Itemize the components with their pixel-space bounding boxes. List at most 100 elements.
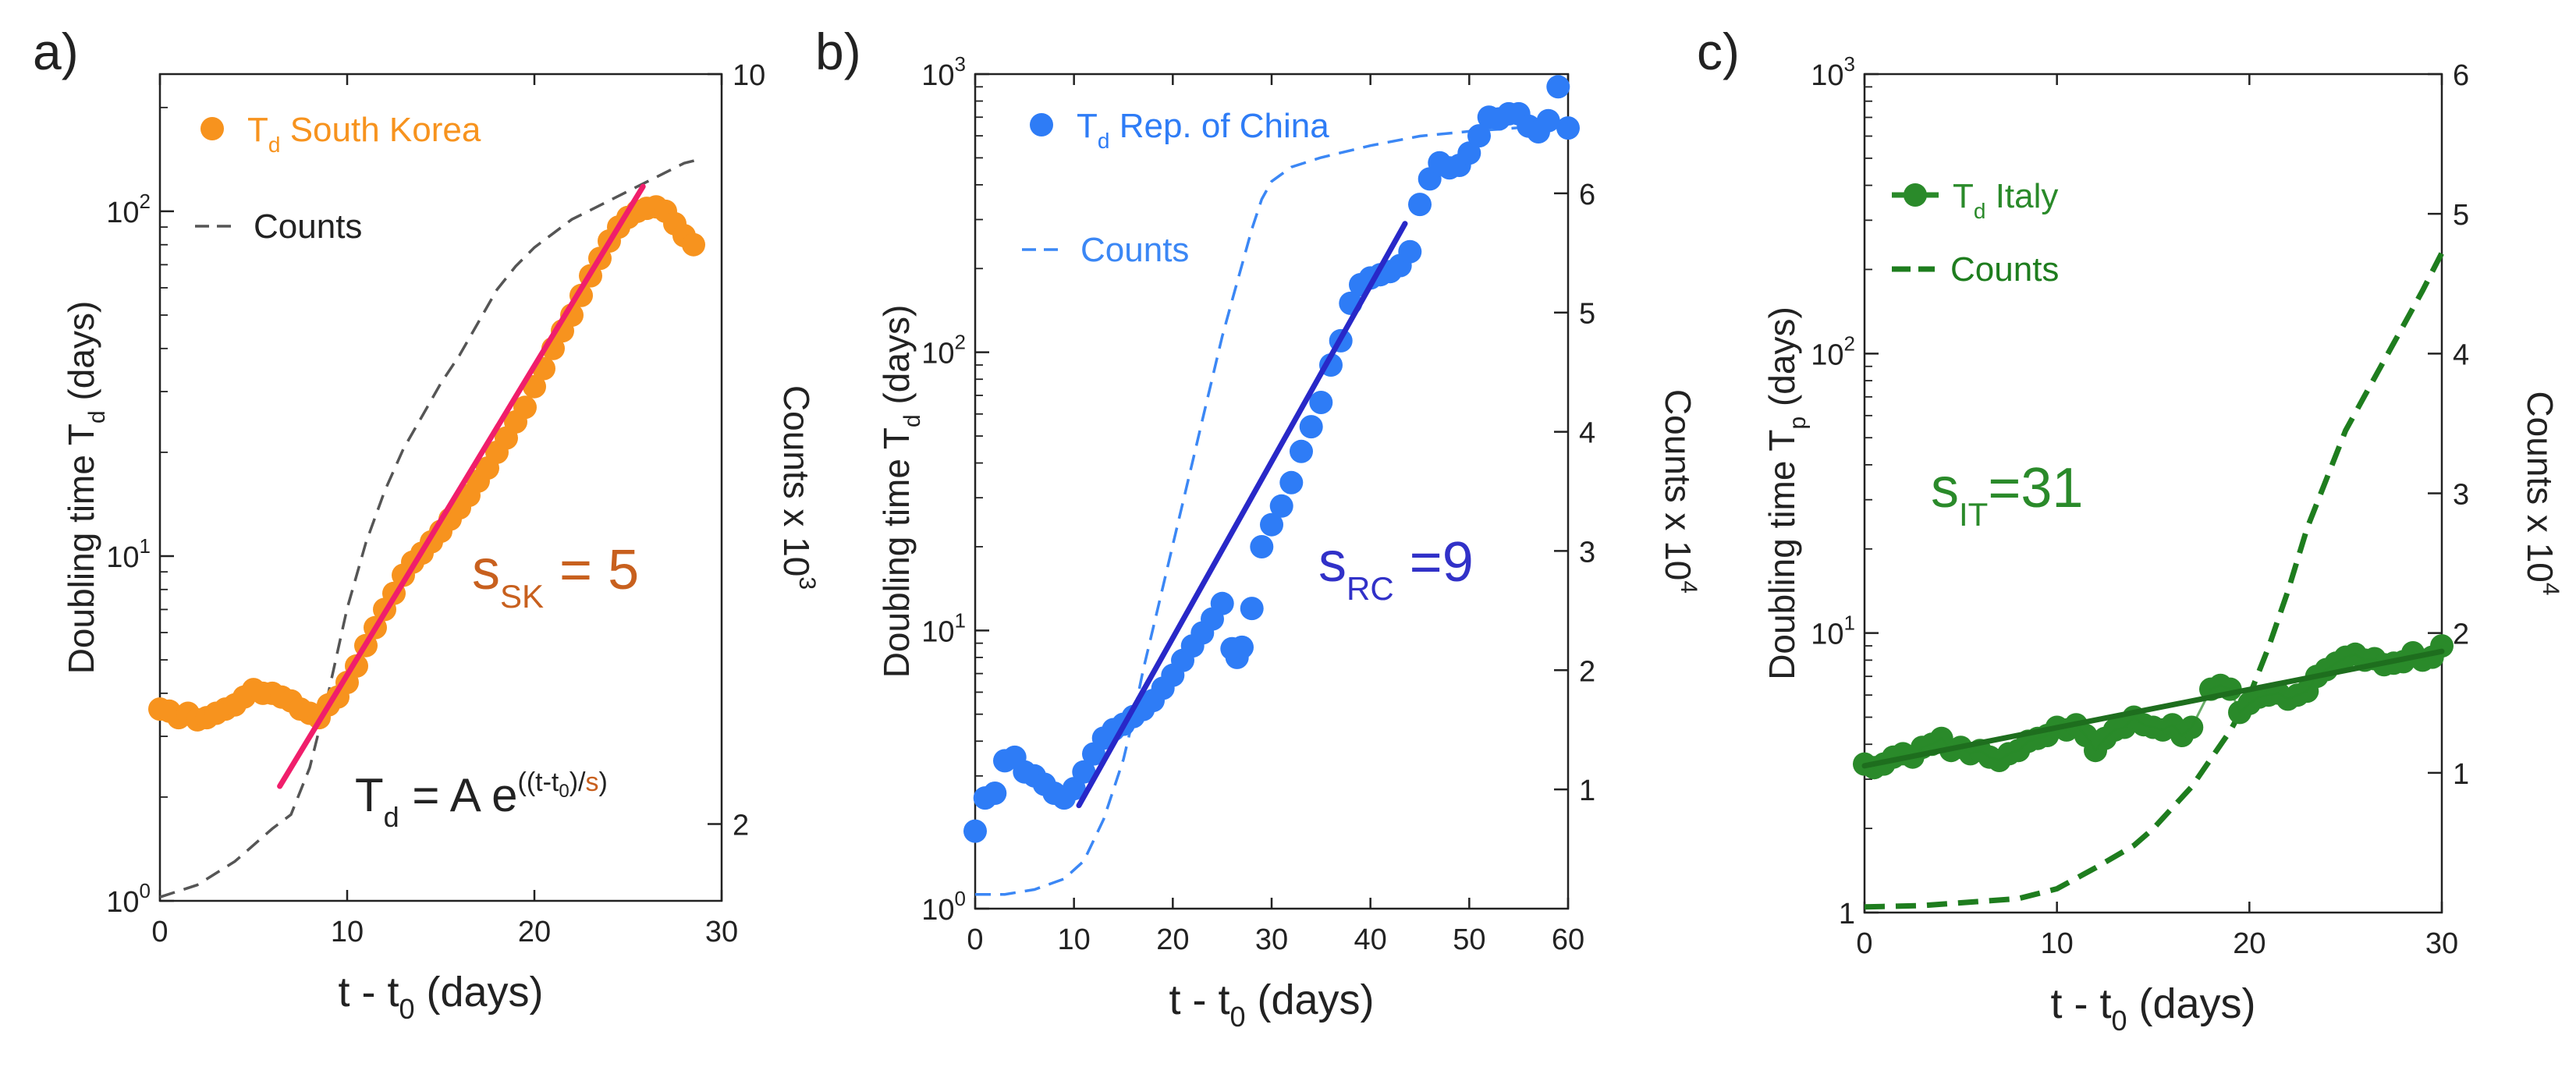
panel-b-data-point (1210, 591, 1234, 615)
panel-b-x-tick-label: 40 (1354, 923, 1387, 956)
panel-a-data-point (513, 395, 537, 420)
panel-b-data-point (1072, 760, 1096, 784)
panel-c-y2-tick-label: 6 (2453, 59, 2469, 92)
panel-c-y2-tick-label: 4 (2453, 339, 2469, 371)
panel-c-y-label-sub: p (1785, 416, 1811, 430)
panel-b-legend-points-label: Td Rep. of China (1077, 107, 1329, 153)
panel-b-y2-tick-label: 1 (1579, 774, 1595, 807)
panel-c-y-tick-base: 1 (1839, 898, 1855, 930)
panel-a-x-axis-label: t - t0 (days) (338, 969, 543, 1025)
panel-c-slope-sub: IT (1959, 496, 1988, 533)
panel-b-x-label-main: t - t (1169, 977, 1229, 1023)
panel-a-legend-points-marker (200, 117, 224, 140)
panel-c-legend-points-label: Td Italy (1953, 177, 2058, 223)
panel-a-formula-exp-open: ((t-t (518, 767, 559, 797)
panel-a-slope-s: s (472, 539, 500, 601)
panel-b-legend-counts-label: Counts (1080, 231, 1189, 269)
panel-b-data-point (1467, 124, 1491, 148)
panel-c-y-tick-base: 10 (1811, 619, 1843, 651)
panel-a-data-point (523, 374, 546, 399)
panel-b-data-point (1457, 141, 1481, 165)
panel-c-legend-T: T (1953, 177, 1974, 215)
panel-a-y-label-main: Doubling time T (61, 424, 101, 674)
panel-a-counts-line (159, 157, 704, 899)
panel-b-y2-tick-label: 2 (1579, 655, 1595, 688)
panel-b-data-point (1398, 239, 1422, 264)
panel-a-x-label-main: t - t (338, 969, 399, 1016)
panel-b-y2-tick-label: 5 (1579, 298, 1595, 331)
panel-b-y2-axis-label: Counts x 104 (1658, 389, 1701, 594)
panel-b-data-point (1408, 193, 1432, 217)
panel-a-y-tick-base: 10 (106, 886, 139, 919)
panel-b-data-point (1546, 75, 1570, 99)
panel-b-slope-annotation: sRC =9 (1318, 531, 1474, 607)
panel-b-y-tick-label: 100 (921, 887, 966, 927)
panel-b-y-tick-exp: 0 (955, 887, 966, 910)
panel-b-y-tick-base: 10 (921, 615, 954, 648)
panel-a-x-tick-label: 20 (518, 916, 551, 948)
panel-c-y2-label-main: Counts x 10 (2520, 391, 2560, 582)
panel-b-legend-T: T (1077, 107, 1098, 145)
panel-c-y-label-tail: (days) (1762, 307, 1802, 416)
panel-a-legend-points-label: Td South Korea (247, 111, 481, 157)
panel-a-slope-annotation: sSK = 5 (472, 539, 639, 615)
panel-a-y-label-tail: (days) (61, 301, 101, 411)
panel-a-legend-points-tail: South Korea (280, 111, 481, 149)
panel-c-x-axis-label: t - t0 (days) (2050, 980, 2255, 1037)
panel-a-y-label-sub: d (84, 410, 110, 424)
panel-b-y2-tick-label: 6 (1579, 179, 1595, 211)
panel-b-data-point (1536, 108, 1560, 133)
panel-c-x-label-main: t - t (2050, 980, 2111, 1027)
panel-b-y2-label-main: Counts x 10 (1658, 389, 1698, 580)
panel-b-fit-line (1076, 221, 1408, 809)
panel-c-legend-counts-label: Counts (1950, 250, 2059, 289)
panel-a-x-tick-label: 0 (151, 916, 168, 948)
panel-a-y-tick-base: 10 (106, 541, 139, 574)
panel-a-x-label-tail: (days) (414, 969, 543, 1016)
panel-b-data-point (1556, 116, 1580, 140)
panel-a-legend-T-sub: d (268, 133, 281, 157)
panel-b-y-tick-label: 101 (921, 608, 966, 648)
panel-a-slope-sub: SK (500, 578, 544, 615)
panel-c-y-tick-base: 10 (1811, 339, 1843, 371)
panel-b-y-tick-label: 103 (921, 52, 966, 92)
panel-b-x-tick-label: 30 (1255, 923, 1288, 956)
panel-b-counts-line (975, 120, 1569, 896)
panel-a-formula-exp-close: ) (599, 767, 608, 797)
panel-c-slope-s: s (1931, 457, 1959, 519)
panel-a-letter: a) (33, 23, 79, 80)
panel-b-y-tick-exp: 2 (955, 331, 966, 354)
panel-b-data-point (1299, 415, 1323, 439)
panel-c-legend-points-tail: Italy (1985, 177, 2058, 215)
panel-b-x-tick-label: 60 (1552, 923, 1584, 956)
panel-c-y-axis-label: Doubling time Tp (days) (1762, 307, 1811, 680)
panel-c-x-tick-label: 30 (2425, 927, 2458, 960)
panel-a-legend-T: T (247, 111, 268, 149)
panel-c-x-label-sub: 0 (2111, 1005, 2127, 1037)
panel-c-x-tick-label: 20 (2233, 927, 2266, 960)
panel-b-data-point (1240, 597, 1264, 621)
panel-a-y-tick-label: 101 (106, 534, 151, 574)
panel-b-slope-s: s (1318, 531, 1347, 594)
panel-b-y-label-tail: (days) (876, 305, 917, 415)
panel-c-y2-label-sup: 4 (2538, 583, 2564, 596)
panel-b-y-label-sub: d (899, 414, 925, 427)
panel-b-legend-points-tail: Rep. of China (1109, 107, 1329, 145)
panel-b-y-tick-exp: 1 (955, 608, 966, 632)
panel-b-data-point (963, 819, 987, 843)
panel-a-y-tick-label: 100 (106, 879, 151, 919)
panel-b-y2-tick-label: 3 (1579, 536, 1595, 569)
panel-a-formula-exp-sub: 0 (559, 781, 569, 802)
panel-c-y-tick-label: 1 (1839, 898, 1855, 930)
panel-b-data-point (1260, 512, 1283, 537)
panel-a-x-tick-label: 10 (331, 916, 364, 948)
panel-c-y2-tick-label: 1 (2453, 758, 2469, 791)
panel-a-formula-exp-mid: )/ (569, 767, 586, 797)
panel-b-y-tick-label: 102 (921, 331, 966, 370)
panel-b-x-label-tail: (days) (1245, 977, 1374, 1023)
panel-a-formula-rhs: = A e (399, 769, 518, 821)
panel-a-x-label-sub: 0 (399, 993, 414, 1025)
panel-a-y-axis-label: Doubling time Td (days) (61, 301, 110, 675)
